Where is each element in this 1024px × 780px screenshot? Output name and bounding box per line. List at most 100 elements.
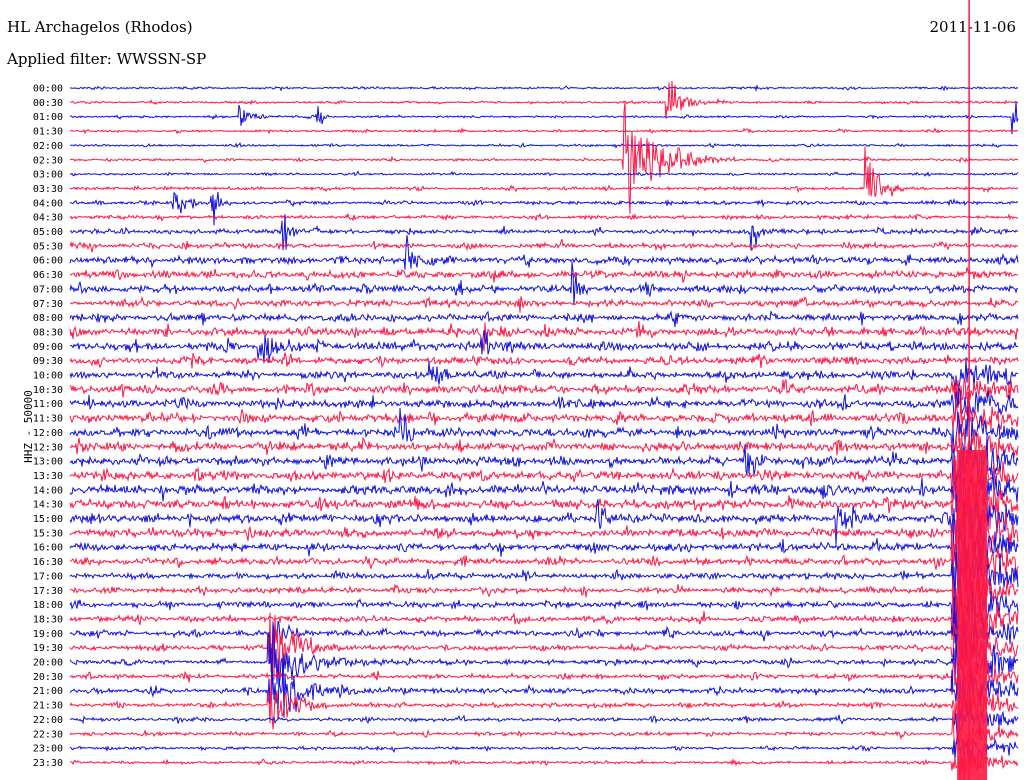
row-time-label: 02:00 [33, 141, 63, 152]
trace-row [69, 234, 1019, 270]
row-time-label: 13:30 [33, 471, 63, 482]
row-time-label: 22:30 [33, 729, 63, 740]
row-time-label: 01:30 [33, 127, 63, 138]
trace-row [69, 80, 1019, 119]
trace-row [69, 352, 1019, 369]
trace-row [69, 622, 1019, 695]
row-time-label: 12:30 [33, 442, 63, 453]
trace-row [69, 709, 1019, 754]
row-time-label: 22:00 [33, 715, 63, 726]
trace-row [70, 698, 1019, 737]
row-time-label: 18:00 [33, 600, 63, 611]
trace-row [69, 267, 1019, 283]
row-time-label: 07:30 [33, 299, 63, 310]
row-time-label: 10:00 [33, 371, 63, 382]
station-title: HL Archagelos (Rhodos) [7, 18, 193, 36]
row-time-label: 15:00 [33, 514, 63, 525]
trace-row [69, 310, 1019, 328]
row-time-label: 05:00 [33, 227, 63, 238]
trace-row [69, 435, 1019, 488]
row-time-label: 06:00 [33, 256, 63, 267]
trace-row [69, 596, 1019, 664]
row-time-label: 09:00 [33, 342, 63, 353]
trace-row [69, 427, 1019, 469]
trace-row [69, 392, 1019, 443]
trace-row [69, 463, 1019, 519]
trace-row [69, 261, 1018, 306]
row-time-label: 14:30 [33, 500, 63, 511]
trace-row [69, 101, 1019, 214]
row-time-label: 11:00 [33, 399, 63, 410]
trace-row [69, 406, 1019, 457]
row-time-label: 03:30 [33, 184, 63, 195]
trace-row [69, 239, 1018, 253]
row-time-label: 11:30 [33, 414, 63, 425]
trace-row [69, 213, 1019, 251]
trace-row [69, 747, 1019, 780]
trace-row [69, 126, 1019, 135]
trace-row [69, 612, 1019, 680]
trace-row [69, 376, 1019, 407]
trace-row [69, 518, 1019, 608]
row-time-label: 03:00 [33, 170, 63, 181]
trace-row [69, 170, 1019, 178]
trace-row [69, 387, 1019, 421]
trace-row [69, 729, 1019, 765]
row-time-label: 17:00 [33, 571, 63, 582]
row-time-label: 08:00 [33, 313, 63, 324]
row-time-label: 20:30 [33, 672, 63, 683]
trace-row [69, 578, 1019, 651]
trace-row [69, 146, 1019, 198]
row-time-label: 17:30 [33, 586, 63, 597]
row-time-label: 23:30 [33, 758, 63, 769]
row-time-label: 05:30 [33, 241, 63, 252]
trace-row [69, 320, 1019, 352]
row-time-label: 14:00 [33, 485, 63, 496]
trace-row [69, 581, 1019, 637]
trace-row [69, 453, 1019, 520]
trace-row [69, 191, 1019, 226]
row-time-label: 01:00 [33, 112, 63, 123]
trace-row [69, 513, 1019, 573]
row-time-label: 23:00 [33, 744, 63, 755]
trace-row [69, 329, 1019, 364]
row-time-label: 21:30 [33, 701, 63, 712]
row-time-label: 20:00 [33, 658, 63, 669]
trace-row [69, 212, 1019, 222]
row-time-label: 13:00 [33, 457, 63, 468]
trace-row [69, 84, 1019, 93]
row-time-label: 09:30 [33, 356, 63, 367]
trace-row [69, 547, 1019, 617]
row-time-label: 21:00 [33, 686, 63, 697]
trace-row [69, 295, 1019, 313]
trace-row [69, 455, 1019, 544]
row-time-label: 12:00 [33, 428, 63, 439]
row-time-label: 07:00 [33, 284, 63, 295]
trace-row [69, 497, 1019, 545]
row-time-label: 00:30 [33, 98, 63, 109]
row-time-label: 16:00 [33, 543, 63, 554]
trace-row [69, 647, 1019, 698]
trace-row [69, 489, 1019, 579]
row-time-label: 15:30 [33, 528, 63, 539]
big-event-coda [957, 450, 988, 780]
date-label: 2011-11-06 [929, 18, 1016, 36]
row-time-label: 06:30 [33, 270, 63, 281]
row-time-label: 18:30 [33, 614, 63, 625]
row-time-label: 16:30 [33, 557, 63, 568]
row-time-label: 04:30 [33, 213, 63, 224]
row-time-label: 19:00 [33, 629, 63, 640]
trace-row [69, 553, 1019, 627]
filter-label: Applied filter: WWSSN-SP [7, 50, 207, 68]
row-time-label: 02:30 [33, 155, 63, 166]
row-time-label: 04:00 [33, 198, 63, 209]
row-time-label: 10:30 [33, 385, 63, 396]
row-time-label: 08:30 [33, 327, 63, 338]
row-time-label: 19:30 [33, 643, 63, 654]
row-time-label: 00:00 [33, 84, 63, 95]
trace-row [69, 142, 1019, 149]
trace-row [69, 101, 1019, 135]
trace-row [69, 678, 1019, 730]
trace-row [69, 664, 1019, 718]
